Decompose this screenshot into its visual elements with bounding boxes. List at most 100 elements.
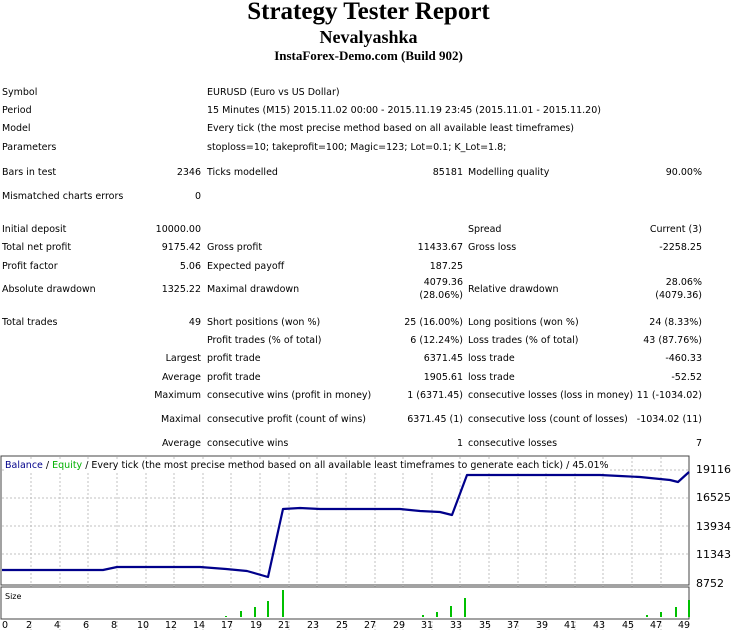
gross-profit-value: 11433.67 (417, 242, 463, 253)
maximal-consecutive-profit-label: consecutive profit (count of wins) (207, 414, 367, 425)
avg-consecutive-wins-value: 1 (456, 438, 463, 449)
mismatch-label: Mismatched charts errors (2, 191, 124, 202)
symbol-label: Symbol (2, 87, 38, 98)
gross-loss-label: Gross loss (468, 242, 517, 253)
profit-factor-value: 5.06 (179, 261, 201, 272)
average-profit-label: profit trade (207, 372, 261, 383)
absolute-drawdown-value: 1325.22 (161, 284, 201, 295)
max-consecutive-wins-value: 1 (6371.45) (407, 390, 463, 401)
legend-separator: / (42, 460, 53, 471)
avg-consecutive-losses-label: consecutive losses (468, 438, 558, 449)
average-loss-label: loss trade (468, 372, 515, 383)
long-positions-value: 24 (8.33%) (649, 317, 702, 328)
ticks-value: 85181 (432, 167, 463, 178)
x-tick: 41 (564, 620, 577, 631)
quality-value: 90.00% (665, 167, 702, 178)
initial-deposit-value: 10000.00 (155, 224, 201, 235)
x-tick: 8 (111, 620, 118, 631)
largest-loss-value: -460.33 (665, 353, 702, 364)
bars-value: 2346 (176, 167, 201, 178)
profit-trades-value: 6 (12.24%) (410, 335, 463, 346)
x-tick: 29 (393, 620, 406, 631)
x-tick: 45 (622, 620, 635, 631)
max-consecutive-wins-label: consecutive wins (profit in money) (207, 390, 372, 401)
expected-payoff-label: Expected payoff (207, 261, 285, 272)
x-tick: 23 (307, 620, 320, 631)
x-tick: 2 (26, 620, 33, 631)
maximal-consecutive-loss-value: -1034.02 (11) (636, 414, 702, 425)
x-tick: 31 (421, 620, 434, 631)
relative-drawdown-label: Relative drawdown (468, 284, 559, 295)
max-consecutive-losses-value: 11 (-1034.02) (636, 390, 702, 401)
parameters-value: stoploss=10; takeprofit=100; Magic=123; … (207, 142, 507, 153)
absolute-drawdown-label: Absolute drawdown (2, 284, 96, 295)
initial-deposit-label: Initial deposit (2, 224, 67, 235)
loss-trades-label: Loss trades (% of total) (468, 335, 579, 346)
avg-consecutive-wins-label: consecutive wins (207, 438, 289, 449)
average-profit-value: 1905.61 (423, 372, 463, 383)
x-tick: 25 (336, 620, 349, 631)
x-tick: 37 (507, 620, 520, 631)
spread-value: Current (3) (649, 224, 702, 235)
x-tick: 4 (54, 620, 61, 631)
x-tick: 49 (678, 620, 691, 631)
average-consecutive-label: Average (161, 438, 201, 449)
maximal-drawdown-percent: (28.06%) (419, 290, 463, 301)
y-tick: 13934 (696, 520, 731, 533)
ticks-label: Ticks modelled (207, 167, 278, 178)
gross-profit-label: Gross profit (207, 242, 263, 253)
maximal-drawdown-value: 4079.36 (423, 277, 463, 288)
x-tick: 21 (278, 620, 291, 631)
total-trades-label: Total trades (2, 317, 58, 328)
symbol-value: EURUSD (Euro vs US Dollar) (207, 87, 340, 98)
legend-balance-label: Balance (5, 460, 43, 471)
maximal-label: Maximal (161, 414, 201, 425)
relative-drawdown-value: 28.06% (665, 277, 702, 288)
x-tick: 47 (650, 620, 663, 631)
period-label: Period (2, 105, 32, 116)
x-tick: 6 (83, 620, 90, 631)
x-tick: 39 (536, 620, 549, 631)
gross-loss-value: -2258.25 (659, 242, 702, 253)
average-label: Average (161, 372, 201, 383)
profit-trades-label: Profit trades (% of total) (207, 335, 322, 346)
report-title: Strategy Tester Report (247, 0, 490, 25)
profit-factor-label: Profit factor (2, 261, 58, 272)
largest-label: Largest (165, 353, 201, 364)
model-value: Every tick (the most precise method base… (207, 123, 575, 134)
x-tick: 33 (450, 620, 463, 631)
x-axis: 0 2 4 6 8 10 12 14 17 19 21 23 25 27 29 … (0, 620, 737, 633)
maximal-consecutive-profit-value: 6371.45 (1) (407, 414, 463, 425)
mismatch-value: 0 (194, 191, 201, 202)
expert-name: Nevalyashka (319, 27, 418, 47)
maximal-consecutive-loss-label: consecutive loss (count of losses) (468, 414, 628, 425)
bars-label: Bars in test (2, 167, 57, 178)
legend-description: / Every tick (the most precise method ba… (82, 460, 609, 471)
balance-chart: Balance Size Balance / Equity / Every ti… (0, 455, 737, 633)
relative-drawdown-money: (4079.36) (655, 290, 702, 301)
y-tick: 8752 (696, 577, 724, 590)
largest-loss-label: loss trade (468, 353, 515, 364)
loss-trades-value: 43 (87.76%) (643, 335, 702, 346)
max-consecutive-losses-label: consecutive losses (loss in money) (468, 390, 634, 401)
quality-label: Modelling quality (468, 167, 550, 178)
expected-payoff-value: 187.25 (429, 261, 463, 272)
short-positions-label: Short positions (won %) (207, 317, 321, 328)
spread-label: Spread (468, 224, 502, 235)
maximum-label: Maximum (154, 390, 201, 401)
net-profit-label: Total net profit (2, 242, 72, 253)
y-tick: 19116 (696, 463, 731, 476)
largest-profit-value: 6371.45 (423, 353, 463, 364)
legend-equity-label: Equity (52, 460, 83, 471)
avg-consecutive-losses-value: 7 (695, 438, 702, 449)
y-tick: 16525 (696, 491, 731, 504)
x-tick: 14 (193, 620, 206, 631)
average-loss-value: -52.52 (671, 372, 702, 383)
largest-profit-label: profit trade (207, 353, 261, 364)
period-value: 15 Minutes (M15) 2015.11.02 00:00 - 2015… (207, 105, 601, 116)
y-tick: 11343 (696, 548, 731, 561)
x-tick: 10 (137, 620, 150, 631)
short-positions-value: 25 (16.00%) (404, 317, 463, 328)
x-tick: 0 (2, 620, 9, 631)
x-tick: 43 (593, 620, 606, 631)
